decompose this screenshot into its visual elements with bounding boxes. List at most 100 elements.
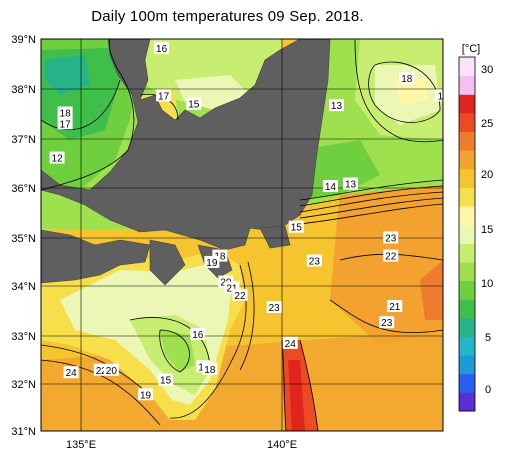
contour-label: 17 (156, 89, 172, 102)
contour-label-text: 15 (188, 100, 200, 111)
colorbar-segment (459, 392, 475, 412)
honshu (41, 39, 331, 251)
longitude-axis: 135°E 140°E (66, 439, 297, 451)
contour-label-text: 23 (269, 303, 281, 314)
colorbar-segment (459, 355, 475, 375)
contour-label-bg (306, 254, 322, 267)
contour-label-text: 13 (331, 101, 343, 112)
ocean-east-red (420, 260, 443, 320)
contour-label-bg (158, 373, 174, 386)
contour-label: 21 (387, 300, 403, 313)
contour-label-text: 12 (52, 154, 64, 165)
ocean-east-orange (330, 185, 443, 345)
contour-label: 15 (158, 373, 174, 387)
contour-label: 23 (379, 316, 395, 329)
lat-label-32: 32°N (11, 379, 36, 391)
colorbar-segment (459, 57, 475, 77)
lat-label-38: 38°N (11, 84, 36, 96)
contour-label-bg (435, 89, 443, 102)
contour-label-text: 15 (291, 223, 303, 234)
colorbar-frame (458, 56, 476, 412)
colorbar-tick-0: 0 (485, 384, 491, 396)
lat-label-33: 33°N (11, 331, 36, 343)
contour-label-bg (383, 231, 399, 244)
contour-label-bg (57, 106, 73, 119)
contour-label-bg (322, 180, 338, 192)
contour-label: 15 (288, 220, 304, 234)
contour-label-bg (282, 336, 298, 349)
colorbar-segment (459, 261, 475, 282)
contour-label-text: 17 (158, 91, 170, 102)
contour-label: 23 (383, 231, 399, 244)
map-title: Daily 100m temperatures 09 Sep. 2018. (91, 8, 364, 25)
contour-label-text: 23 (385, 233, 397, 244)
colorbar-segment (459, 187, 475, 207)
contour-label-bg (328, 99, 344, 112)
colorbar-tick-25: 25 (481, 118, 493, 130)
contour-label: 20 (103, 363, 119, 377)
contour-label-bg (399, 72, 415, 85)
colorbar-segment (459, 336, 475, 356)
contour-label: 22 (232, 288, 248, 302)
contour-label-text: 20 (106, 366, 118, 377)
contour-label-bg (30, 168, 39, 180)
contour-label: 12 (49, 151, 65, 165)
contour-label-text: 22 (96, 366, 108, 377)
lat-label-36: 36°N (11, 183, 36, 195)
warm-eddy-core (395, 78, 428, 105)
colorbar: [°C] 30 25 20 15 10 5 0 (458, 43, 493, 412)
contour-label: 24 (63, 366, 79, 379)
colorbar-segments (459, 57, 475, 412)
colorbar-segment (459, 206, 475, 226)
contour-label-bg (57, 117, 73, 130)
coast-cool-green (300, 140, 380, 200)
contour-label-bg (379, 316, 395, 329)
colorbar-segment (459, 224, 475, 244)
contour-label-bg (186, 97, 202, 110)
contour-label-text: 16 (192, 330, 204, 341)
contour-label: 17 (435, 89, 449, 102)
contour-label-bg (154, 41, 170, 54)
contour-label-text: 24 (66, 368, 78, 379)
contour-labels: 1617151817121817131413152322231819202122… (30, 41, 449, 401)
lat-label-35: 35°N (11, 233, 36, 245)
contour-label: 17 (57, 117, 73, 130)
colorbar-segment (459, 75, 475, 95)
shikoku-kii (41, 229, 151, 284)
contour-label-text: 23 (381, 318, 393, 329)
contour-label-text: 24 (285, 339, 297, 350)
colorbar-tick-30: 30 (481, 64, 493, 76)
contour-label-text: 18 (401, 74, 413, 85)
contour-label: 18 (399, 72, 415, 85)
latitude-axis: 39°N 38°N 37°N 36°N 35°N 34°N 33°N 32°N … (11, 34, 36, 438)
colorbar-segment (459, 317, 475, 337)
contour-label-text: 15 (160, 376, 172, 387)
contour-label-text: 16 (156, 44, 168, 55)
colorbar-unit: [°C] (462, 43, 480, 55)
contour-label: 18 (57, 106, 73, 120)
plot-frame (40, 38, 444, 432)
contour-label: 14 (322, 180, 338, 193)
contour-label-text: 18 (204, 365, 216, 376)
contour-label-bg (202, 362, 218, 375)
contour-label-bg (343, 177, 359, 190)
contour-label-bg (204, 255, 220, 268)
colorbar-segment (459, 280, 475, 300)
colorbar-segment (459, 150, 475, 170)
boso-peninsula (259, 225, 291, 249)
contour-label-text: 22 (385, 252, 397, 263)
contour-label-text: 17 (437, 91, 449, 102)
contour-label-bg (232, 288, 248, 301)
contour-label-bg (387, 300, 403, 313)
contour-label: 16 (190, 327, 206, 341)
contour-label: 19 (204, 255, 220, 269)
contour-label: 8 (30, 168, 39, 181)
contour-label-bg (49, 151, 65, 164)
colorbar-segment (459, 131, 475, 151)
contour-label-text: 22 (234, 291, 246, 302)
contour-label-text: 21 (226, 283, 238, 294)
contour-label-bg (383, 249, 399, 262)
contour-label-bg (156, 89, 172, 102)
colorbar-segment (459, 94, 475, 114)
colorbar-tick-5: 5 (485, 332, 491, 344)
